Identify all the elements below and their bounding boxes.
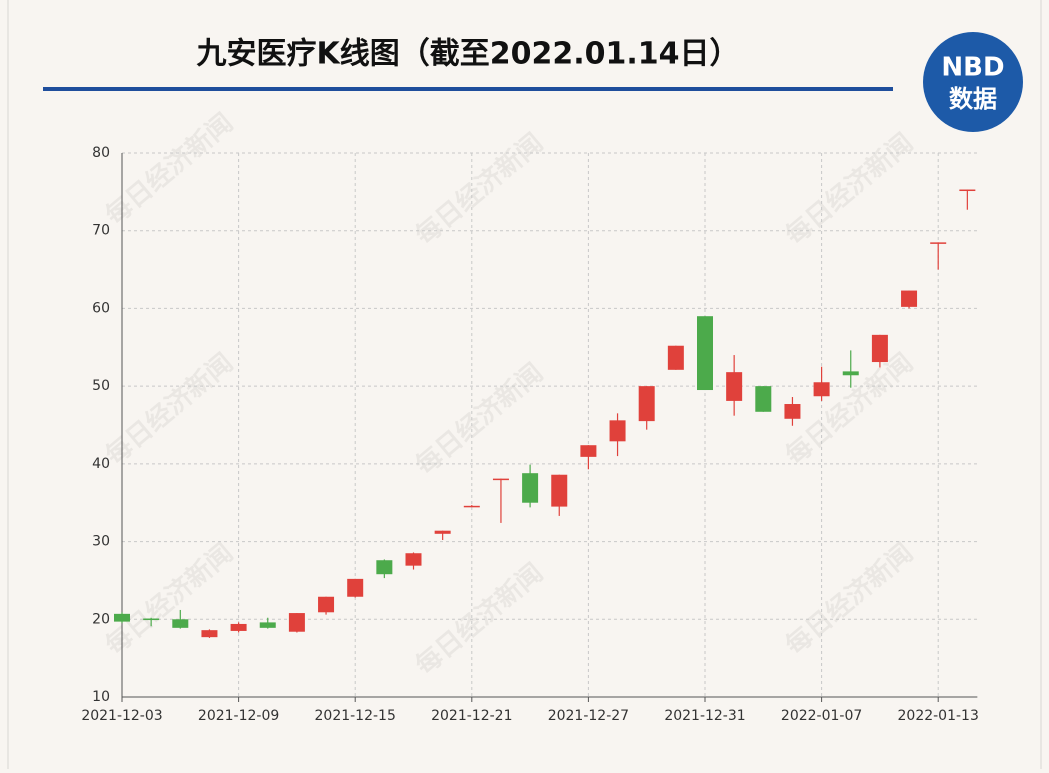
candle-body bbox=[871, 334, 888, 363]
candle-body bbox=[492, 478, 509, 481]
candle-body bbox=[201, 630, 218, 638]
candle-body bbox=[347, 578, 364, 597]
candle-body bbox=[405, 553, 422, 566]
x-tick-label: 2021-12-27 bbox=[548, 708, 629, 724]
x-tick-label: 2021-12-03 bbox=[81, 708, 162, 724]
candle-body bbox=[784, 404, 801, 419]
candle-body bbox=[434, 530, 451, 534]
candle-body bbox=[726, 372, 743, 401]
y-tick-label: 70 bbox=[92, 223, 110, 239]
candle-body bbox=[813, 382, 830, 397]
logo-text: NBD bbox=[941, 53, 1004, 83]
logo-text: 数据 bbox=[949, 85, 997, 113]
candle-body bbox=[667, 345, 684, 370]
y-tick-label: 40 bbox=[92, 456, 110, 472]
candle-body bbox=[522, 473, 539, 503]
candle-body bbox=[114, 613, 130, 622]
candle-body bbox=[697, 316, 713, 391]
candle-body bbox=[143, 618, 160, 621]
candle-body bbox=[230, 623, 247, 631]
x-tick-label: 2022-01-13 bbox=[898, 708, 979, 724]
x-tick-label: 2021-12-21 bbox=[431, 708, 512, 724]
y-tick-label: 80 bbox=[92, 145, 110, 161]
candle-body bbox=[930, 242, 947, 244]
candle-body bbox=[288, 613, 305, 632]
candle-body bbox=[638, 386, 655, 422]
candle-body bbox=[463, 505, 480, 508]
candle-body bbox=[609, 420, 626, 442]
y-tick-label: 10 bbox=[92, 689, 110, 705]
candle-body bbox=[318, 596, 335, 613]
candle-body bbox=[551, 474, 568, 507]
candle-body bbox=[580, 445, 597, 457]
y-tick-label: 60 bbox=[92, 300, 110, 316]
x-tick-label: 2021-12-15 bbox=[315, 708, 396, 724]
x-tick-label: 2021-12-31 bbox=[664, 708, 745, 724]
x-tick-label: 2022-01-07 bbox=[781, 708, 862, 724]
y-tick-label: 50 bbox=[92, 378, 110, 394]
chart-title: 九安医疗K线图（截至2022.01.14日） bbox=[196, 37, 739, 72]
candle-body bbox=[376, 560, 393, 575]
candle-body bbox=[755, 386, 772, 412]
y-tick-label: 20 bbox=[92, 611, 110, 627]
candle-body bbox=[172, 619, 189, 628]
candle-body bbox=[842, 371, 859, 376]
candle-body bbox=[959, 189, 976, 192]
candle-body bbox=[901, 290, 918, 307]
y-tick-label: 30 bbox=[92, 534, 110, 550]
candle-body bbox=[259, 622, 276, 628]
logo bbox=[923, 32, 1023, 132]
x-tick-label: 2021-12-09 bbox=[198, 708, 279, 724]
